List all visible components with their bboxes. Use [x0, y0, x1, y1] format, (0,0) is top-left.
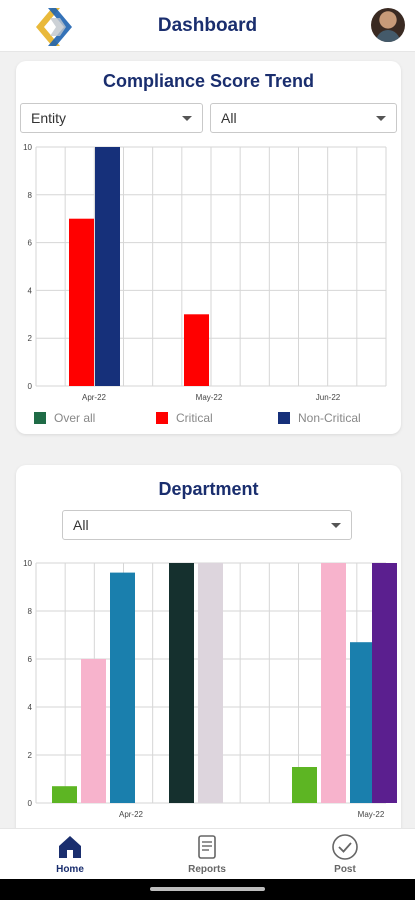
- nav-post-label: Post: [334, 864, 356, 875]
- y-tick-label: 0: [28, 382, 33, 391]
- legend-label: Non-Critical: [298, 411, 361, 425]
- top-bar: Dashboard: [0, 0, 415, 52]
- y-tick-label: 10: [23, 143, 32, 152]
- nav-home[interactable]: Home: [30, 833, 110, 875]
- bottom-navigation: Home Reports Post: [0, 828, 415, 879]
- compliance-score-card: Compliance Score Trend Entity All 0 2 4 6 8 1…: [16, 61, 401, 434]
- chart-bar: [292, 767, 317, 803]
- x-tick-label: Jun-22: [316, 393, 341, 402]
- chart-bar: [52, 786, 77, 803]
- x-tick-label: May-22: [358, 810, 385, 819]
- department-card: Department All 0 2 4 6 8 10 Apr-22 May-22: [16, 465, 401, 840]
- page-title: Dashboard: [157, 14, 258, 36]
- chart-bar: [169, 563, 194, 803]
- department-card-title: Department: [158, 479, 259, 499]
- x-tick-label: May-22: [196, 393, 223, 402]
- nav-reports-label: Reports: [188, 864, 226, 875]
- chart-bar: [81, 659, 106, 803]
- legend-item-critical: Critical: [156, 411, 213, 425]
- chart-bar: [372, 563, 397, 803]
- y-tick-label: 4: [28, 703, 33, 712]
- legend-label: Over all: [54, 411, 96, 425]
- chart-legend: Over all Critical Non-Critical: [16, 411, 401, 431]
- chart-bar: [110, 572, 135, 803]
- home-icon: [59, 836, 81, 858]
- chevron-down-icon: [331, 523, 341, 528]
- system-navigation-bar: [0, 879, 415, 900]
- x-tick-label: Apr-22: [82, 393, 107, 402]
- chart-bar: [321, 563, 346, 803]
- y-tick-label: 0: [28, 799, 33, 808]
- department-chart: 0 2 4 6 8 10 Apr-22 May-22: [23, 559, 397, 819]
- app-logo-icon: [36, 8, 72, 46]
- y-tick-label: 6: [28, 239, 33, 248]
- legend-swatch: [156, 412, 168, 424]
- chart-bar: [184, 314, 209, 386]
- x-tick-label: Apr-22: [119, 810, 144, 819]
- y-tick-label: 4: [28, 286, 33, 295]
- chart-bar: [198, 563, 223, 803]
- filter-select[interactable]: All: [210, 103, 397, 133]
- chart-bar: [95, 147, 120, 386]
- compliance-card-title: Compliance Score Trend: [102, 71, 315, 91]
- y-tick-label: 6: [28, 655, 33, 664]
- y-tick-label: 10: [23, 559, 32, 568]
- legend-item-overall: Over all: [34, 411, 95, 425]
- legend-item-non-critical: Non-Critical: [278, 411, 361, 425]
- chevron-down-icon: [376, 116, 386, 121]
- legend-swatch: [34, 412, 46, 424]
- legend-label: Critical: [176, 411, 213, 425]
- department-select[interactable]: All: [62, 510, 352, 540]
- nav-post[interactable]: Post: [305, 833, 385, 875]
- chart-bar: [69, 218, 94, 386]
- filter-select-value: All: [221, 110, 237, 126]
- y-tick-label: 8: [28, 607, 33, 616]
- legend-swatch: [278, 412, 290, 424]
- reports-icon: [198, 835, 216, 859]
- user-avatar[interactable]: [371, 8, 405, 42]
- chevron-down-icon: [182, 116, 192, 121]
- y-tick-label: 2: [28, 334, 33, 343]
- nav-home-label: Home: [56, 864, 84, 875]
- nav-reports[interactable]: Reports: [167, 833, 247, 875]
- compliance-chart: 0 2 4 6 8 10 Apr-22 May-22 Jun-22: [23, 143, 387, 402]
- chart-bar: [350, 642, 375, 803]
- y-tick-label: 2: [28, 751, 33, 760]
- y-tick-label: 8: [28, 191, 33, 200]
- gesture-handle[interactable]: [150, 887, 265, 891]
- entity-select[interactable]: Entity: [20, 103, 203, 133]
- department-select-value: All: [73, 517, 89, 533]
- check-circle-icon: [332, 834, 358, 860]
- entity-select-value: Entity: [31, 110, 67, 126]
